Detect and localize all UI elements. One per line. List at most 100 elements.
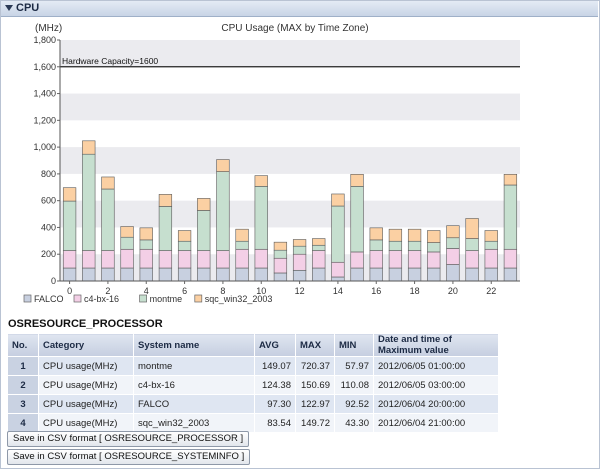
bar-segment: [216, 171, 230, 251]
row-avg: 83.54: [254, 413, 296, 433]
row-min: 110.08: [334, 375, 374, 395]
col-max-datetime[interactable]: Date and time of Maximum value: [373, 333, 499, 357]
row-category: CPU usage(MHz): [38, 375, 134, 395]
legend-swatch: [139, 294, 147, 303]
save-csv-systeminfo-button[interactable]: Save in CSV format [ OSRESOURCE_SYSTEMIN…: [7, 449, 251, 465]
table-row[interactable]: 4 CPU usage(MHz) sqc_win32_2003 83.54 14…: [7, 413, 499, 433]
bar-segment: [312, 244, 326, 251]
x-tick-label: 6: [182, 286, 187, 296]
y-tick-label: 200: [41, 249, 56, 259]
y-tick-label: 600: [41, 196, 56, 206]
bar-segment: [273, 249, 288, 259]
y-tick-label: 400: [41, 222, 56, 232]
bar-segment: [139, 248, 153, 269]
capacity-line: Hardware Capacity=1600: [60, 56, 520, 68]
bar-segment: [62, 267, 77, 282]
bar-segment: [62, 250, 77, 269]
capacity-line-label: Hardware Capacity=1600: [62, 56, 158, 66]
panel-header[interactable]: CPU: [1, 1, 598, 17]
bar-segment: [235, 240, 249, 250]
row-max-datetime: 2012/06/05 03:00:00: [373, 375, 499, 395]
row-min: 57.97: [334, 356, 374, 376]
bar-segment: [350, 186, 364, 253]
bar-segment: [446, 225, 460, 239]
bar-segment: [82, 153, 96, 251]
bar-segment: [292, 239, 307, 247]
col-min[interactable]: MIN: [334, 333, 374, 357]
table-row[interactable]: 2 CPU usage(MHz) c4-bx-16 124.38 150.69 …: [7, 375, 499, 395]
row-max: 150.69: [295, 375, 335, 395]
x-axis-ticks: 0 2 4 6 8 10 12 14 16 18 20 22: [67, 281, 496, 296]
row-system-name: FALCO: [133, 394, 255, 414]
row-avg: 124.38: [254, 375, 296, 395]
row-min: 43.30: [334, 413, 374, 433]
row-no: 1: [7, 356, 39, 376]
bar-segment: [82, 140, 96, 155]
chart-axes: [59, 40, 520, 282]
bar-segment: [350, 173, 364, 187]
bar-segment: [446, 237, 460, 249]
row-no: 4: [7, 413, 39, 433]
bar-segment: [388, 267, 403, 282]
y-tick-label: 1,400: [33, 89, 56, 99]
bar-segment: [388, 250, 403, 269]
bar-segment: [62, 200, 77, 251]
col-max[interactable]: MAX: [295, 333, 335, 357]
row-max: 122.97: [295, 394, 335, 414]
y-tick-label: 0: [51, 276, 56, 286]
col-category[interactable]: Category: [38, 333, 134, 357]
col-system-name[interactable]: System name: [133, 333, 255, 357]
bar-segment: [101, 188, 115, 251]
table-row[interactable]: 1 CPU usage(MHz) montme 149.07 720.37 57…: [7, 356, 499, 376]
bar-segment: [197, 198, 211, 211]
grid-band: [60, 147, 520, 174]
bar-segment: [331, 261, 345, 278]
grid-band: [60, 200, 520, 228]
x-tick-label: 22: [486, 286, 496, 296]
bar-segment: [484, 248, 498, 269]
row-max-datetime: 2012/06/04 21:00:00: [373, 413, 499, 433]
bar-segment: [427, 242, 441, 253]
bar-segment: [465, 267, 479, 282]
bar-segment: [369, 250, 383, 269]
bar-segment: [407, 267, 422, 282]
bar-segment: [101, 176, 115, 190]
col-no[interactable]: No.: [7, 333, 39, 357]
row-system-name: sqc_win32_2003: [133, 413, 255, 433]
row-avg: 149.07: [254, 356, 296, 376]
bar-segment: [484, 240, 498, 250]
bar-segment: [273, 241, 288, 251]
row-no: 2: [7, 375, 39, 395]
bar-segment: [101, 267, 115, 282]
y-tick-label: 1,600: [33, 62, 56, 72]
col-avg[interactable]: AVG: [254, 333, 296, 357]
x-tick-label: 12: [295, 286, 305, 296]
row-system-name: c4-bx-16: [133, 375, 255, 395]
bar-segment: [158, 194, 173, 207]
table-row[interactable]: 3 CPU usage(MHz) FALCO 97.30 122.97 92.5…: [7, 394, 499, 414]
bar-segment: [197, 250, 211, 269]
table-title: OSRESOURCE_PROCESSOR: [8, 318, 163, 330]
x-tick-label: 16: [371, 286, 381, 296]
bar-segment: [177, 267, 192, 282]
bar-segment: [465, 250, 479, 269]
bar-segment: [407, 240, 422, 251]
y-tick-label: 1,800: [33, 35, 56, 45]
legend-swatch: [23, 294, 32, 303]
bar-segment: [197, 210, 211, 251]
row-avg: 97.30: [254, 394, 296, 414]
bar-segment: [312, 267, 326, 282]
legend-label: c4-bx-16: [84, 294, 119, 304]
bar-segment: [465, 238, 479, 251]
grid-band: [60, 254, 520, 281]
save-csv-processor-button[interactable]: Save in CSV format [ OSRESOURCE_PROCESSO…: [7, 431, 250, 447]
chart-legend: FALCO c4-bx-16 montme sqc_win32_2003: [23, 294, 272, 304]
y-tick-label: 1,000: [33, 142, 56, 152]
bar-segment: [120, 248, 134, 269]
bar-segment: [177, 230, 192, 242]
bar-segment: [407, 250, 422, 269]
collapse-triangle-icon[interactable]: [5, 5, 13, 11]
bar-segment: [427, 251, 441, 269]
bar-segment: [484, 267, 498, 282]
row-category: CPU usage(MHz): [38, 356, 134, 376]
